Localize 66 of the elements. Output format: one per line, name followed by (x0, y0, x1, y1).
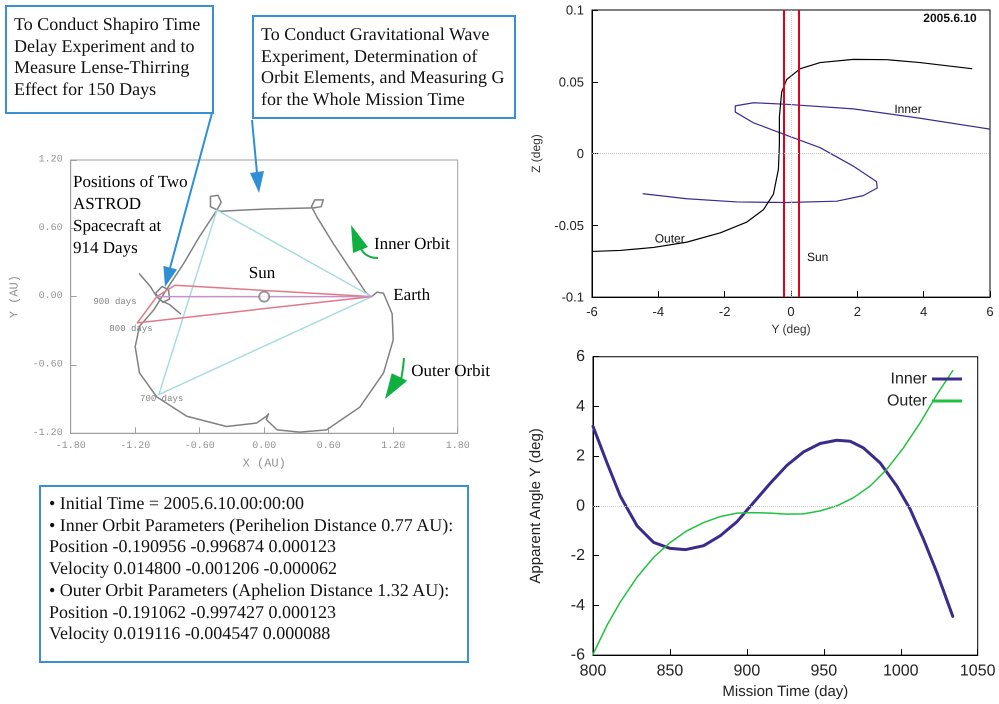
y-axis-title: Z (deg) (529, 134, 543, 173)
y-tick-label: 0 (576, 146, 584, 162)
line-series (642, 102, 991, 204)
annotation: Sun (248, 262, 276, 284)
x-axis-title: Mission Time (day) (722, 683, 848, 700)
y-tick-label: -2 (570, 547, 586, 564)
annotation: Inner Orbit (374, 233, 450, 255)
x-tick-label: 6 (986, 304, 994, 320)
x-tick-label: 4 (920, 304, 928, 320)
legend-label: Inner (890, 370, 928, 388)
x-tick-label: -1.20 (120, 440, 150, 452)
x-tick-label: 1000 (882, 662, 919, 680)
annotation: 900 days (93, 297, 137, 308)
x-tick-label: 1.20 (381, 440, 406, 452)
x-tick-label: 850 (656, 662, 684, 680)
text: • Inner Orbit Parameters (Perihelion Distance 0.77 AU): (49, 514, 454, 536)
text: Velocity 0.019116 -0.004547 0.000088 (49, 623, 332, 645)
annotation: Outer Orbit (411, 360, 490, 382)
x-tick-label: -6 (586, 304, 598, 320)
x-tick-label: 1050 (960, 662, 996, 680)
x-tick-label: 2 (854, 304, 861, 320)
x-tick-label: 1.80 (446, 440, 470, 452)
x-axis-title: Y (deg) (771, 322, 811, 336)
y-tick-label: -0.60 (32, 359, 63, 370)
y-tick-label: 4 (576, 398, 586, 415)
y-tick-label: 0.00 (38, 291, 63, 302)
x-tick-label: -0.60 (184, 440, 215, 452)
y-tick-label: -0.05 (554, 218, 584, 233)
series-label: Inner (894, 102, 922, 116)
x-tick-label: 900 (734, 662, 760, 680)
x-tick-label: -1.80 (56, 440, 86, 452)
y-tick-label: -4 (570, 596, 586, 614)
ref-line-label: Sun (806, 250, 828, 264)
y-tick-label: 0.60 (38, 222, 63, 234)
x-tick-label: 0.00 (252, 440, 276, 452)
text: Position -0.191062 -0.997427 0.000123 (49, 602, 338, 624)
y-tick-label: 6 (576, 348, 586, 366)
y-tick-label: -6 (570, 646, 586, 664)
series-label: Outer (654, 231, 685, 246)
annotation: 2005.6.10 (923, 11, 977, 25)
y-tick-label: -0.1 (562, 290, 584, 305)
text: Position -0.190956 -0.996874 0.000123 (49, 536, 338, 558)
x-tick-label: -2 (718, 304, 730, 320)
annotation: Positions of Two ASTROD Spacecraft at 914 Days (73, 171, 189, 259)
y-tick-label: 0 (576, 497, 586, 514)
x-tick-label: 800 (580, 662, 606, 680)
x-tick-label: -4 (652, 304, 664, 320)
text: • Outer Orbit Parameters (Aphelion Distance 1.32 AU): (49, 580, 450, 602)
x-tick-label: 0.60 (316, 440, 341, 452)
annotation: 700 days (140, 394, 184, 404)
x-axis-title: X (AU) (242, 456, 286, 470)
x-tick-label: 950 (810, 662, 838, 680)
annotation: Earth (393, 284, 430, 306)
text: • Initial Time = 2005.6.10.00:00:00 (49, 493, 305, 515)
callout-box: To Conduct Gravitational Wave Experiment, Determination of Orbit Elements, and Measuring G for the Whole Mission Time (252, 15, 516, 119)
x-tick-label: 0 (787, 304, 795, 320)
y-axis-title: Y (AU) (8, 275, 22, 318)
callout-box: To Conduct Shapiro Time Delay Experiment and to Measure Lense-Thirring Effect for 150 Days (5, 5, 214, 114)
text: Velocity 0.014800 -0.001206 -0.000062 (49, 558, 338, 580)
line-series (592, 424, 954, 618)
y-tick-label: 1.20 (38, 154, 63, 166)
y-tick-label: -1.20 (32, 428, 63, 439)
y-tick-label: 0.05 (558, 74, 584, 90)
y-axis-title: Apparent Angle Y (deg) (527, 428, 544, 584)
y-tick-label: 0.1 (566, 2, 584, 18)
legend-label: Outer (886, 392, 928, 410)
